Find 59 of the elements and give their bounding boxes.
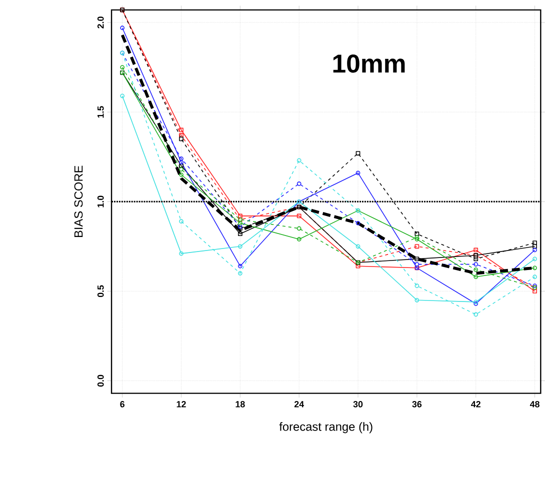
point bbox=[356, 220, 360, 226]
point bbox=[179, 167, 184, 172]
x-tick-label: 18 bbox=[236, 401, 245, 408]
point bbox=[296, 158, 302, 163]
point bbox=[414, 284, 420, 288]
point bbox=[356, 264, 360, 268]
point bbox=[474, 262, 478, 267]
point bbox=[414, 235, 420, 240]
point bbox=[532, 274, 537, 280]
point bbox=[414, 232, 420, 236]
point bbox=[414, 298, 420, 302]
x-tick-label: 36 bbox=[412, 401, 422, 408]
point bbox=[474, 248, 478, 252]
y-tick-label: 0.5 bbox=[97, 285, 104, 298]
point bbox=[532, 240, 537, 246]
point bbox=[474, 268, 478, 272]
point bbox=[179, 251, 184, 256]
point bbox=[414, 256, 420, 262]
point bbox=[238, 271, 242, 276]
point bbox=[414, 262, 420, 267]
point bbox=[474, 312, 478, 317]
point bbox=[238, 214, 242, 218]
point bbox=[179, 128, 184, 132]
x-tick-label: 24 bbox=[294, 401, 304, 408]
point bbox=[179, 133, 184, 138]
point bbox=[414, 244, 420, 249]
point bbox=[238, 264, 242, 268]
point bbox=[179, 219, 184, 224]
x-tick-label: 12 bbox=[176, 401, 186, 408]
text: 10mm bbox=[333, 54, 405, 73]
point bbox=[474, 274, 478, 280]
point bbox=[296, 182, 302, 186]
point bbox=[296, 226, 302, 231]
point bbox=[238, 244, 242, 249]
x-tick-label: 30 bbox=[353, 401, 363, 408]
point bbox=[179, 136, 184, 142]
point bbox=[414, 237, 420, 242]
y-tick-label: 2.0 bbox=[97, 16, 104, 28]
x-tick-label: 48 bbox=[530, 401, 540, 408]
y-axis-title: BIAS SCORE bbox=[74, 166, 83, 238]
point bbox=[179, 172, 184, 177]
point bbox=[296, 214, 302, 218]
point bbox=[356, 170, 360, 176]
x-tick-label: 42 bbox=[471, 401, 480, 408]
x-tick-label: 6 bbox=[120, 401, 124, 408]
point bbox=[238, 232, 242, 236]
y-tick-label: 1.0 bbox=[97, 196, 104, 208]
point bbox=[120, 65, 125, 70]
point bbox=[474, 256, 478, 262]
point bbox=[179, 164, 184, 168]
point bbox=[238, 220, 242, 226]
y-tick-label: 0.0 bbox=[97, 374, 104, 387]
point bbox=[356, 244, 360, 249]
x-axis-title: forecast range (h) bbox=[279, 422, 372, 434]
y-tick-label: 1.5 bbox=[98, 106, 104, 118]
point bbox=[356, 151, 360, 156]
point bbox=[179, 156, 184, 161]
point bbox=[179, 160, 184, 164]
point bbox=[296, 237, 302, 242]
